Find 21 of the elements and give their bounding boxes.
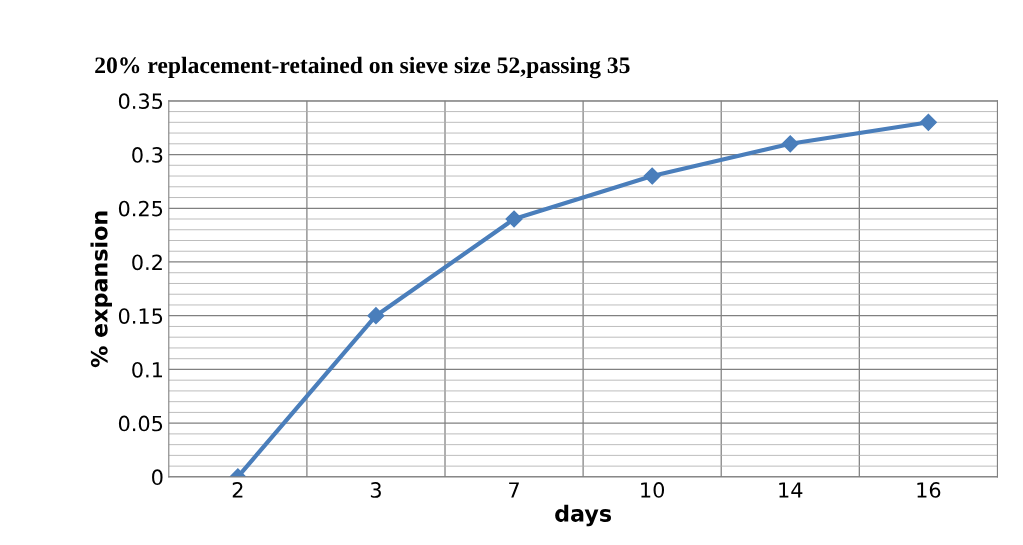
point (919, 113, 937, 131)
x-tick-label: 16 (917, 482, 941, 498)
x-tick-label: 7 (509, 482, 519, 498)
x-tick-label: 2 (232, 482, 243, 498)
y-axis-title: % expansion (90, 211, 112, 368)
point (643, 167, 661, 185)
y-tick-label: 0.05 (118, 415, 163, 432)
x-axis-title: days (555, 504, 612, 527)
x-tick-label: 10 (641, 482, 665, 498)
y-tick-label: 0.1 (132, 361, 163, 378)
y-tick-label: 0.35 (118, 93, 163, 110)
y-tick-label: 0.3 (132, 147, 163, 163)
point (505, 210, 523, 228)
x-tick-label: 14 (779, 482, 803, 498)
y-tick-label: 0 (152, 469, 163, 486)
point (781, 135, 799, 153)
y-tick-label: 0.25 (118, 200, 163, 217)
y-tick-label: 0.15 (118, 308, 163, 324)
x-tick-label: 3 (370, 482, 381, 498)
chart-title: 20% replacement-retained on sieve size 52,passing 35 (95, 56, 630, 79)
y-tick-label: 0.2 (132, 254, 162, 271)
